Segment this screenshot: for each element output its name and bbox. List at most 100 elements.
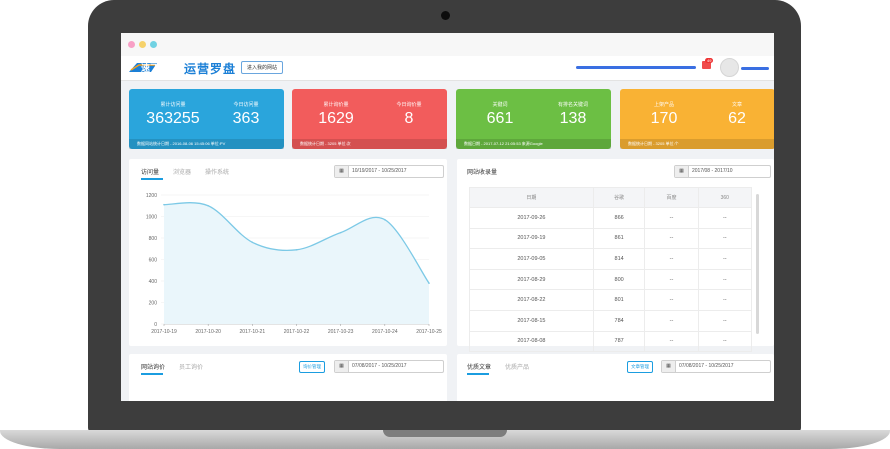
table-cell: -- bbox=[644, 248, 699, 270]
date-range-text: 10/19/2017 - 10/25/2017 bbox=[352, 168, 407, 174]
traffic-date-picker[interactable]: ▦ 10/19/2017 - 10/25/2017 bbox=[334, 165, 444, 178]
camera-icon bbox=[441, 11, 450, 20]
table-cell: -- bbox=[644, 330, 699, 353]
series-area bbox=[164, 202, 429, 324]
table-header-row: 日期 谷歌 百度 360 bbox=[469, 187, 753, 208]
card-value: 8 bbox=[404, 110, 414, 127]
stat-card-visits: 累计访问量 363255 今日访问量 363 数据同站统计日期 - 2016-08-… bbox=[129, 89, 284, 149]
index-date-picker[interactable]: ▦ 2017/08 - 2017/10 bbox=[674, 165, 771, 178]
data-point bbox=[295, 249, 298, 251]
table-cell: -- bbox=[697, 227, 753, 250]
table-cell: 801 bbox=[592, 289, 646, 311]
article-date-picker[interactable]: ▦ 07/08/2017 - 10/25/2017 bbox=[661, 360, 771, 373]
inquiry-date-picker[interactable]: ▦ 07/08/2017 - 10/25/2017 bbox=[334, 360, 444, 373]
card-label: 有排名关键词 bbox=[557, 102, 588, 108]
table-row: 2017-09-05 814 -- -- bbox=[469, 248, 753, 270]
traffic-panel: 访问量 浏览器 操作系统 ▦ 10/19/2017 - 10/25/2017 0… bbox=[129, 159, 447, 346]
y-tick-label: 1200 bbox=[146, 193, 157, 199]
tab-browser[interactable]: 浏览器 bbox=[173, 170, 192, 176]
table-cell: -- bbox=[697, 330, 753, 353]
svg-text:速飞: 速飞 bbox=[141, 62, 159, 73]
card-value: 363255 bbox=[146, 110, 200, 127]
column-header: 日期 bbox=[469, 187, 594, 208]
index-table: 日期 谷歌 百度 360 2017-09-26 866 -- -- 2017-09-19… bbox=[469, 187, 753, 353]
table-row: 2017-09-26 866 -- -- bbox=[469, 207, 753, 229]
table-row: 2017-08-29 800 -- -- bbox=[469, 268, 753, 291]
data-point bbox=[163, 203, 165, 206]
tab-site-inquiry[interactable]: 网站询价 bbox=[141, 365, 166, 371]
card-footer: 数据同站统计日期 - 2016-08-06 15:45:06 单位:PV bbox=[129, 139, 284, 149]
card-label: 关键词 bbox=[492, 102, 508, 108]
table-cell: 2017-09-19 bbox=[469, 227, 594, 250]
scrollbar[interactable] bbox=[756, 194, 759, 334]
close-dot[interactable] bbox=[128, 41, 135, 48]
enter-site-button[interactable]: 进入我的网站 bbox=[241, 61, 284, 74]
card-value: 62 bbox=[728, 110, 746, 127]
table-row: 2017-08-15 784 -- -- bbox=[469, 309, 753, 332]
table-cell: -- bbox=[697, 268, 753, 291]
table-cell: -- bbox=[644, 309, 699, 332]
data-point bbox=[207, 204, 209, 207]
column-header: 360 bbox=[697, 187, 753, 208]
table-cell: 2017-09-26 bbox=[469, 207, 594, 229]
top-bar: 速飞 运营罗盘 进入我的网站 49 bbox=[121, 56, 774, 81]
table-cell: -- bbox=[644, 289, 699, 311]
card-value: 1629 bbox=[318, 110, 354, 127]
x-tick-label: 2017-10-24 bbox=[372, 329, 398, 335]
y-tick-label: 600 bbox=[149, 258, 158, 264]
maximize-dot[interactable] bbox=[150, 41, 157, 48]
table-row: 2017-09-19 861 -- -- bbox=[469, 227, 753, 250]
inquiry-panel: 网站询价 员工询价 询价管理 ▦ 07/08/2017 - 10/25/2017 bbox=[129, 354, 447, 401]
table-cell: 2017-09-05 bbox=[469, 248, 594, 270]
tab-visits[interactable]: 访问量 bbox=[141, 170, 160, 176]
x-tick-label: 2017-10-25 bbox=[416, 329, 442, 335]
stat-card-keywords: 关键词 661 有排名关键词 138 数据日期 - 2017-07-12 21:05… bbox=[456, 89, 611, 149]
table-cell: 866 bbox=[592, 207, 646, 229]
table-cell: -- bbox=[644, 207, 699, 229]
traffic-chart: 0 200 400 600 800 1000 1200 2017-10-19 2017-10-2… bbox=[146, 193, 442, 335]
card-label: 今日访问量 bbox=[233, 102, 259, 108]
brand-title: 运营罗盘 bbox=[184, 62, 237, 76]
table-cell: 784 bbox=[592, 309, 646, 332]
table-cell: 2017-08-08 bbox=[469, 330, 594, 353]
table-cell: 2017-08-15 bbox=[469, 309, 594, 332]
card-value: 661 bbox=[486, 110, 514, 127]
x-tick-label: 2017-10-19 bbox=[151, 329, 177, 335]
screen: 速飞 运营罗盘 进入我的网站 49 累计访问量 363255 今日访问量 363 数… bbox=[121, 33, 774, 401]
table-cell: -- bbox=[697, 309, 753, 332]
x-tick-label: 2017-10-22 bbox=[284, 329, 310, 335]
logo-icon: 速飞 bbox=[129, 62, 159, 73]
x-tick-label: 2017-10-21 bbox=[240, 329, 266, 335]
account-info[interactable] bbox=[576, 66, 696, 69]
active-tab-indicator bbox=[467, 373, 489, 375]
laptop-notch bbox=[383, 430, 507, 437]
mail-icon[interactable] bbox=[702, 61, 711, 69]
card-label: 今日询价量 bbox=[396, 102, 422, 108]
column-header: 百度 bbox=[644, 187, 699, 208]
date-range-text: 07/08/2017 - 10/25/2017 bbox=[352, 363, 407, 369]
tab-quality-products[interactable]: 优质产品 bbox=[505, 365, 530, 371]
data-point bbox=[384, 218, 386, 221]
article-panel: 优质文章 优质产品 文章管理 ▦ 07/08/2017 - 10/25/2017 bbox=[457, 354, 774, 401]
table-cell: 2017-08-29 bbox=[469, 268, 594, 291]
article-manage-button[interactable]: 文章管理 bbox=[627, 361, 653, 373]
index-panel: 网站收录量 ▦ 2017/08 - 2017/10 日期 谷歌 百度 360 2… bbox=[457, 159, 774, 353]
x-tick-label: 2017-10-23 bbox=[328, 329, 354, 335]
data-point bbox=[428, 282, 430, 284]
x-tick-label: 2017-10-20 bbox=[195, 329, 221, 335]
y-tick-label: 400 bbox=[149, 279, 158, 285]
username[interactable] bbox=[741, 67, 769, 70]
tab-quality-articles[interactable]: 优质文章 bbox=[467, 365, 492, 371]
card-label: 上架产品 bbox=[653, 102, 674, 108]
stat-card-products: 上架产品 170 文章 62 数据统计日期 - 3205 单位:个 bbox=[620, 89, 774, 149]
table-cell: -- bbox=[644, 227, 699, 250]
avatar[interactable] bbox=[720, 58, 739, 77]
tab-staff-inquiry[interactable]: 员工询价 bbox=[179, 365, 204, 371]
calendar-icon: ▦ bbox=[675, 166, 689, 177]
notification-badge: 49 bbox=[705, 58, 714, 63]
tab-os[interactable]: 操作系统 bbox=[205, 170, 230, 176]
inquiry-manage-button[interactable]: 询价管理 bbox=[299, 361, 325, 373]
window-controls bbox=[121, 33, 774, 56]
minimize-dot[interactable] bbox=[139, 41, 146, 48]
calendar-icon: ▦ bbox=[335, 361, 349, 372]
